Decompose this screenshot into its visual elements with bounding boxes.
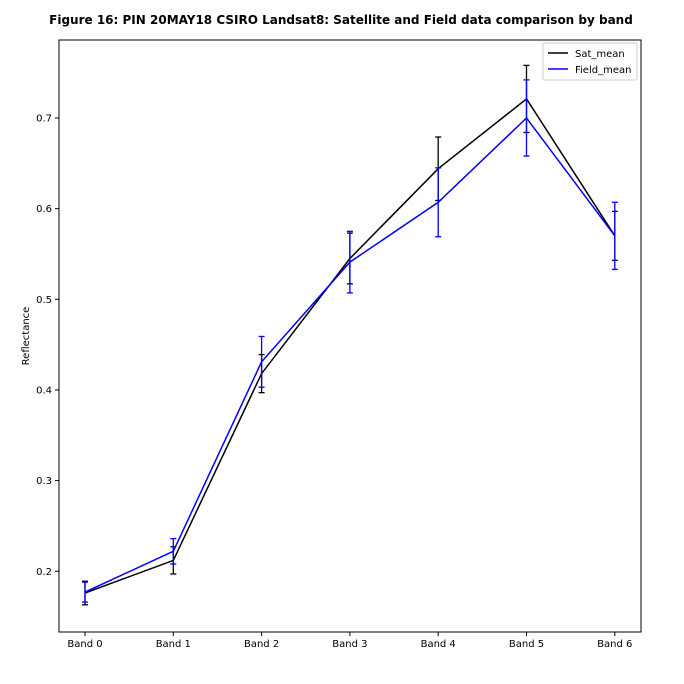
data-point [84,591,86,593]
y-tick-label: 0.5 [36,295,52,306]
x-tick-label: Band 3 [332,639,367,650]
data-point [526,117,527,119]
data-point [349,261,351,263]
y-tick-label: 0.6 [36,204,52,215]
y-axis: 0.2 0.3 0.4 0.5 0.6 0.7 [36,113,59,578]
legend-label-sat-mean: Sat_mean [575,49,625,60]
series-layer [82,64,618,606]
series-field-mean [82,79,618,603]
x-tick-label: Band 1 [156,639,191,650]
x-tick-label: Band 5 [509,639,544,650]
y-tick-label: 0.4 [36,385,52,396]
y-axis-label: Reflectance [21,307,32,366]
data-point [261,361,263,363]
x-tick-label: Band 4 [421,639,456,650]
plot-area [58,39,642,633]
legend: Sat_mean Field_mean [542,42,638,81]
y-tick-label: 0.3 [36,476,52,487]
chart-title: Figure 16: PIN 20MAY18 CSIRO Landsat8: S… [49,13,633,27]
x-tick-label: Band 2 [244,639,279,650]
x-tick-label: Band 0 [67,639,102,650]
x-tick-label: Band 6 [597,639,632,650]
y-tick-label: 0.7 [36,113,52,124]
x-axis: Band 0 Band 1 Band 2 Band 3 Band 4 Band 5 Band… [67,632,632,650]
legend-label-field-mean: Field_mean [575,65,631,76]
data-point [172,550,174,552]
y-tick-label: 0.2 [36,567,52,578]
data-point [614,235,616,237]
data-point [437,201,439,203]
